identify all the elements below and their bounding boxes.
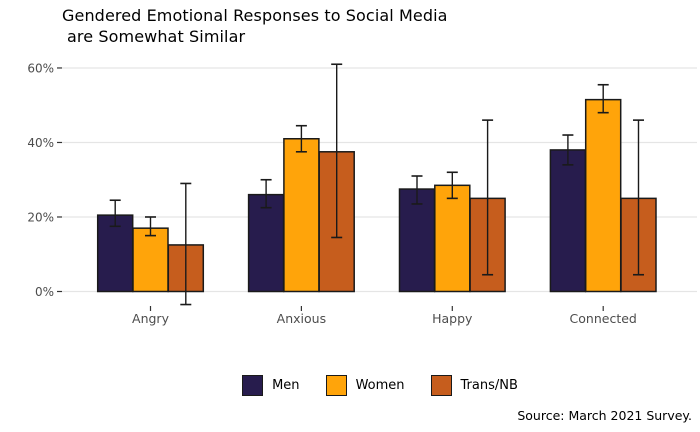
- chart-title-line1: Gendered Emotional Responses to Social M…: [62, 6, 448, 25]
- legend-swatch-men: [242, 374, 264, 396]
- x-tick-label-angry: Angry: [132, 311, 170, 326]
- legend-label-men: Men: [272, 377, 300, 393]
- bar-women-connected: [584, 98, 622, 293]
- x-tick-label-anxious: Anxious: [277, 311, 326, 326]
- legend-label-women: Women: [355, 377, 405, 393]
- bar-women-angry: [132, 227, 169, 293]
- y-tick-label-60: 60%: [27, 61, 54, 75]
- legend-item-women: Women: [325, 374, 405, 396]
- x-tick-label-happy: Happy: [432, 311, 473, 326]
- source-note: Source: March 2021 Survey.: [517, 408, 692, 423]
- legend-swatch-trans-nb: [430, 374, 452, 396]
- chart-title: Gendered Emotional Responses to Social M…: [62, 5, 448, 47]
- legend-label-trans-nb: Trans/NB: [460, 377, 518, 393]
- bar-men-anxious: [247, 193, 285, 293]
- bar-men-connected: [549, 149, 587, 293]
- bar-women-happy: [434, 184, 471, 293]
- chart-title-line2: are Somewhat Similar: [67, 27, 246, 46]
- y-tick-label-20: 20%: [27, 210, 54, 224]
- legend-item-men: Men: [242, 374, 300, 396]
- bar-women-anxious: [283, 138, 320, 293]
- legend-item-trans-nb: Trans/NB: [430, 374, 518, 396]
- x-tick-label-connected: Connected: [570, 311, 637, 326]
- legend-swatch-women: [325, 374, 347, 396]
- bar-men-happy: [398, 188, 436, 293]
- y-tick-label-0: 0%: [35, 285, 54, 299]
- legend: Men Women Trans/NB: [62, 371, 698, 399]
- y-tick-label-40: 40%: [27, 136, 54, 150]
- bar-men-angry: [96, 214, 134, 293]
